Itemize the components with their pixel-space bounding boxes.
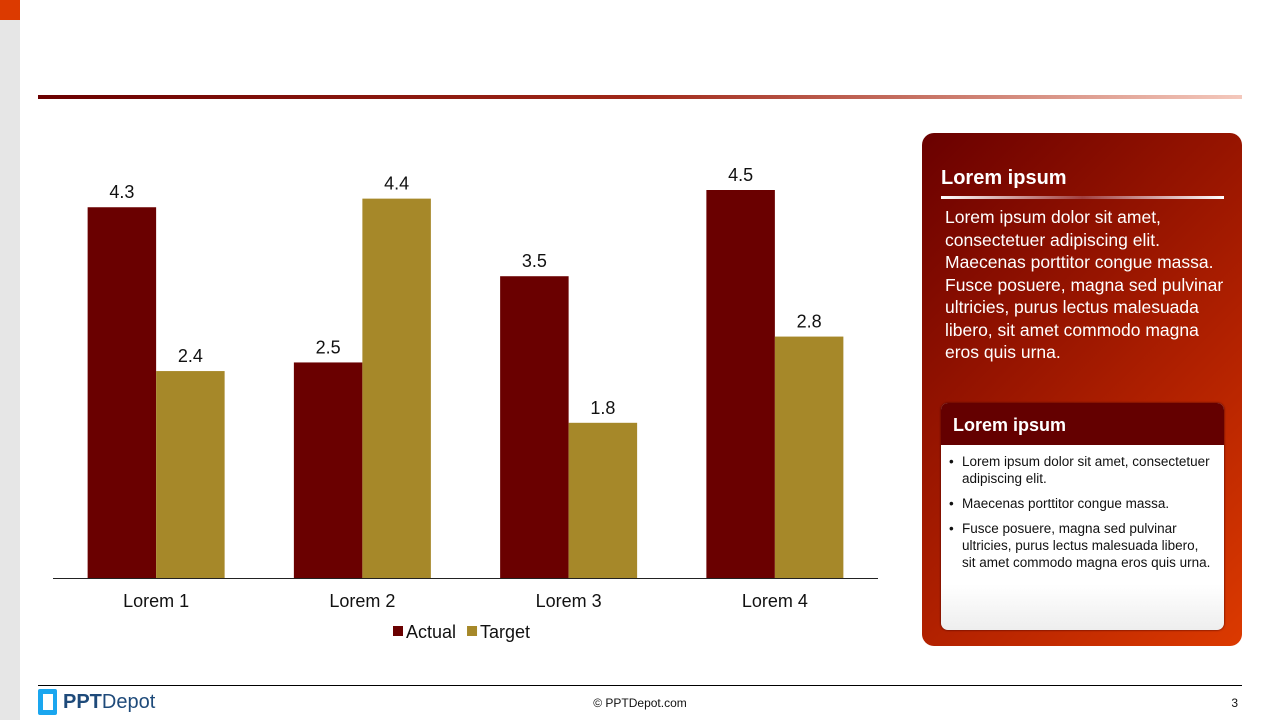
list-item: Maecenas porttitor congue massa. bbox=[949, 495, 1214, 512]
legend-label: Target bbox=[480, 622, 530, 642]
legend-swatch bbox=[393, 626, 403, 636]
bar-target bbox=[156, 371, 225, 578]
data-label: 2.4 bbox=[178, 346, 203, 366]
bar-actual bbox=[706, 190, 775, 578]
panel-title: Lorem ipsum bbox=[941, 167, 1067, 189]
data-label: 3.5 bbox=[522, 251, 547, 271]
logo-text: Depot bbox=[101, 690, 156, 713]
info-panel: Lorem ipsum Lorem ipsum dolor sit amet, … bbox=[922, 133, 1242, 646]
bullet-list: Lorem ipsum dolor sit amet, consectetuer… bbox=[941, 445, 1224, 571]
legend-label: Actual bbox=[406, 622, 456, 642]
side-bar bbox=[0, 0, 20, 720]
copyright: © PPTDepot.com bbox=[593, 696, 687, 710]
panel-divider bbox=[941, 196, 1224, 199]
accent-square bbox=[0, 0, 20, 20]
legend-swatch bbox=[467, 626, 478, 636]
logo-icon bbox=[38, 689, 57, 715]
data-label: 4.5 bbox=[728, 165, 753, 185]
title-underline bbox=[38, 95, 1242, 99]
bar-chart: 4.3 2.4 Lorem 1 2.5 4.4 Lorem 2 3.5 1.8 Lorem 3 4… bbox=[53, 165, 878, 642]
x-tick-label: Lorem 1 bbox=[123, 591, 189, 611]
list-item: Fusce posuere, magna sed pulvinar ultric… bbox=[949, 520, 1214, 571]
logo-text-bold: PPT bbox=[63, 690, 102, 713]
bar-actual bbox=[293, 362, 363, 578]
x-tick-label: Lorem 2 bbox=[329, 591, 395, 611]
bar-target bbox=[774, 336, 844, 578]
panel-text: Lorem ipsum dolor sit amet, consectetuer… bbox=[945, 207, 1224, 362]
card-title: Lorem ipsum bbox=[941, 403, 1224, 445]
bar-target bbox=[362, 198, 431, 578]
info-card: Lorem ipsum Lorem ipsum dolor sit amet, … bbox=[941, 403, 1224, 630]
data-label: 2.5 bbox=[316, 337, 341, 357]
data-label: 4.3 bbox=[109, 182, 134, 202]
list-item: Lorem ipsum dolor sit amet, consectetuer… bbox=[949, 453, 1214, 487]
page-number: 3 bbox=[1231, 696, 1238, 710]
data-label: 1.8 bbox=[590, 398, 615, 418]
bar-actual bbox=[87, 207, 157, 578]
bar-actual bbox=[500, 276, 569, 578]
data-label: 2.8 bbox=[797, 312, 822, 332]
logo: PPTDepot bbox=[38, 689, 155, 715]
data-label: 4.4 bbox=[384, 174, 409, 194]
footer-divider bbox=[38, 685, 1242, 686]
bar-target bbox=[568, 422, 638, 578]
x-tick-label: Lorem 4 bbox=[742, 591, 808, 611]
x-tick-label: Lorem 3 bbox=[536, 591, 602, 611]
